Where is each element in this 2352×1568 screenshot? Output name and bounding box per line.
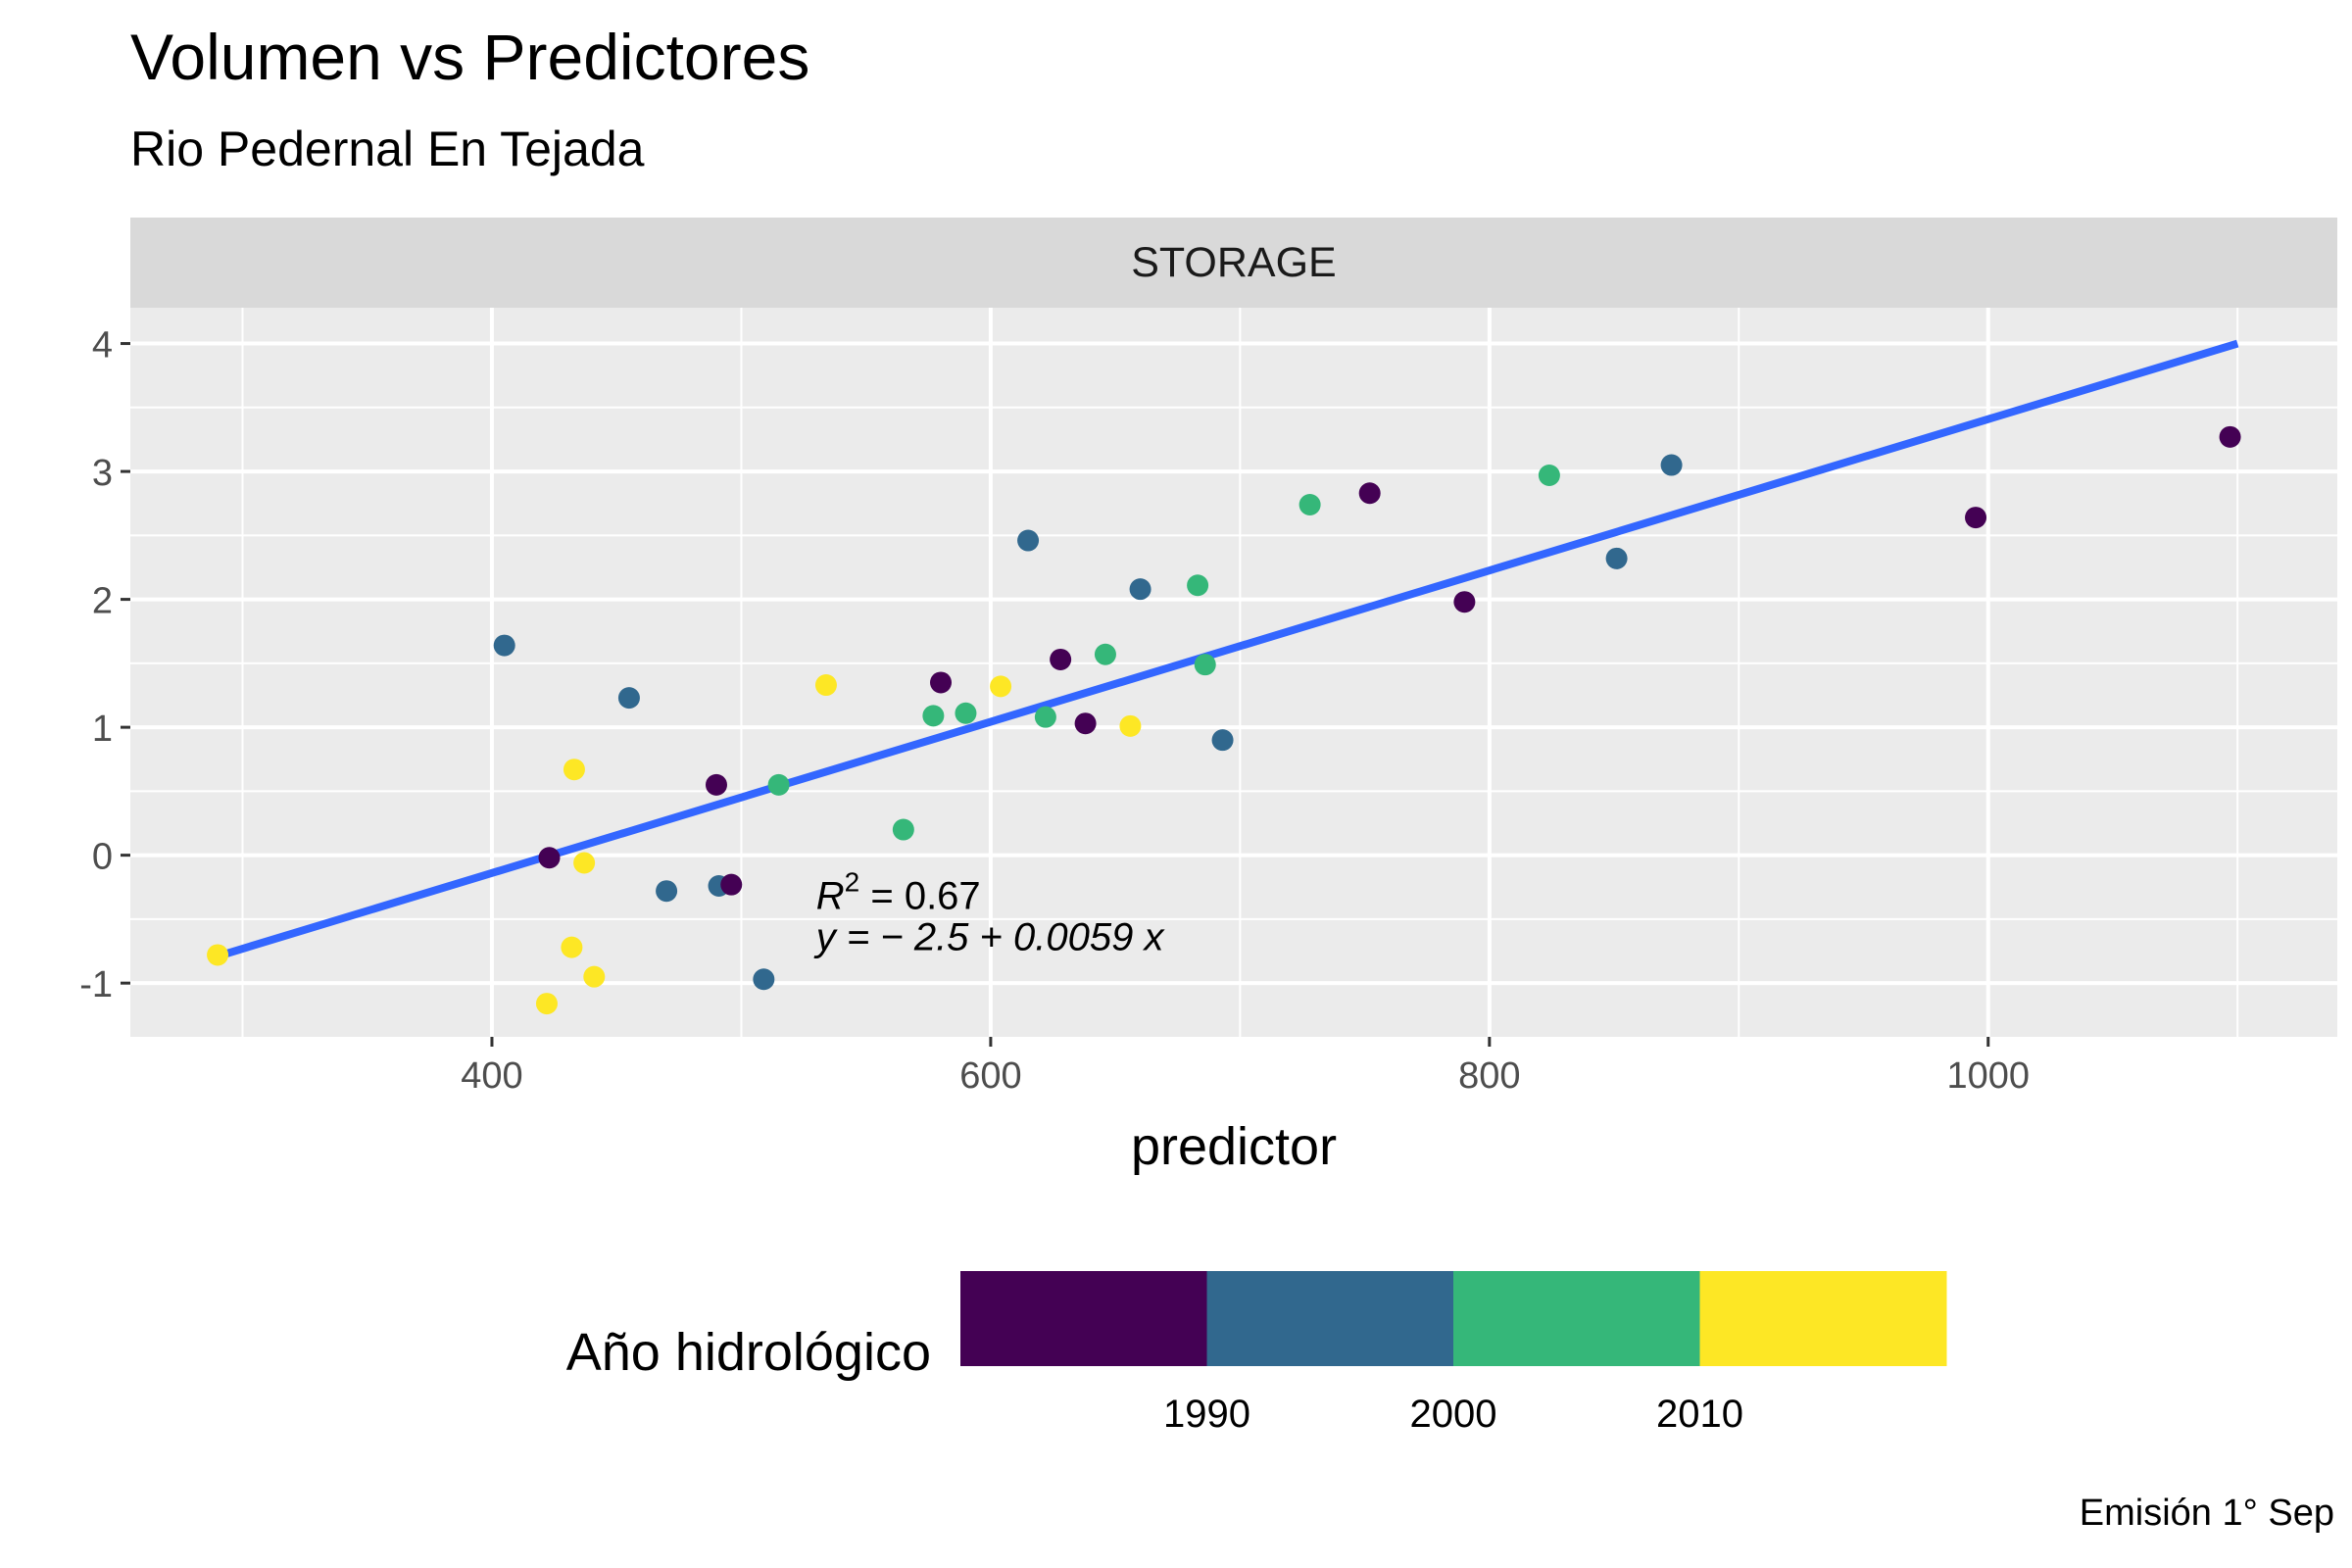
r-squared-label: R2 = 0.67 (816, 866, 981, 917)
plot-panel (130, 308, 2337, 1037)
grid-major (130, 308, 2337, 1037)
data-point (493, 634, 515, 657)
data-point (1660, 454, 1683, 476)
y-tick-label: -1 (79, 964, 113, 1005)
x-tick-label: 1000 (1946, 1055, 2030, 1097)
facet-strip (130, 218, 2337, 308)
y-tick-label: 2 (92, 581, 113, 622)
data-point (955, 702, 977, 724)
y-tick-label: 1 (92, 709, 113, 750)
data-point (1187, 574, 1209, 597)
data-point (1194, 654, 1216, 676)
data-point (617, 687, 640, 710)
r-squared-symbol: R (816, 874, 845, 917)
chart-subtitle: Rio Pedernal En Tejada (130, 122, 645, 176)
y-tick-label: 4 (92, 325, 113, 367)
data-point (538, 847, 561, 869)
data-point (1538, 464, 1560, 486)
data-point (583, 965, 606, 988)
data-point (930, 671, 953, 694)
y-tick-label: 3 (92, 453, 113, 494)
data-point (561, 936, 583, 958)
legend-label: 1990 (1163, 1393, 1250, 1436)
data-point (990, 675, 1012, 698)
data-point (207, 944, 229, 966)
regression-equation: y = − 2.5 + 0.0059 x (813, 915, 1166, 958)
legend-label: 2000 (1410, 1393, 1497, 1436)
data-point (705, 773, 727, 796)
data-point (1211, 729, 1234, 752)
legend-color-step (1453, 1271, 1700, 1366)
x-tick-label: 800 (1458, 1055, 1520, 1097)
data-point (1605, 547, 1628, 569)
grid-minor (130, 308, 2337, 1037)
fit-annotation: R2 = 0.67 y = − 2.5 + 0.0059 x (813, 866, 1166, 958)
data-point (1453, 591, 1476, 613)
legend-color-step (1206, 1271, 1454, 1366)
facet-strip-label: STORAGE (1131, 239, 1336, 286)
data-point (1129, 578, 1152, 601)
data-point (1119, 714, 1142, 737)
r-squared-exponent: 2 (845, 866, 860, 897)
chart-title: Volumen vs Predictores (130, 21, 810, 93)
legend-label: 2010 (1656, 1393, 1743, 1436)
data-point (2219, 425, 2241, 448)
data-point (1074, 712, 1097, 735)
data-point (656, 880, 678, 903)
data-point (814, 674, 837, 697)
data-point (1017, 529, 1040, 552)
data-point (720, 873, 743, 896)
data-point (892, 818, 914, 841)
data-point (1298, 494, 1321, 516)
data-point (573, 852, 596, 874)
data-point (767, 773, 790, 796)
data-point (535, 993, 558, 1015)
caption: Emisión 1° Sep (2079, 1493, 2334, 1534)
legend-title: Año hidrológico (565, 1323, 931, 1382)
data-point (753, 968, 775, 991)
y-tick-label: 0 (92, 837, 113, 878)
x-tick-label: 400 (461, 1055, 522, 1097)
x-axis-label: predictor (1131, 1117, 1337, 1176)
data-point (563, 759, 585, 781)
r-squared-value: = 0.67 (859, 874, 980, 917)
data-point (1094, 643, 1116, 665)
data-point (1050, 648, 1072, 670)
legend-color-step (960, 1271, 1207, 1366)
data-point (922, 705, 945, 727)
axes: 400 600 800 1000 -1 0 1 2 3 4 (79, 325, 2030, 1097)
data-point (1965, 507, 1987, 529)
legend-color-step (1699, 1271, 1947, 1366)
points-layer (207, 425, 2241, 1015)
x-tick-label: 600 (959, 1055, 1021, 1097)
data-point (1034, 706, 1056, 728)
data-point (1358, 482, 1381, 505)
legend-colorbar: 1990 2000 2010 (960, 1271, 1947, 1436)
